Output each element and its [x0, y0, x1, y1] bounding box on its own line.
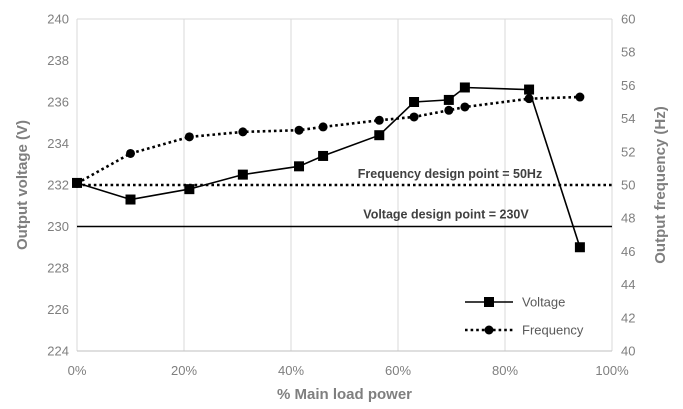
frequency-marker [318, 122, 328, 132]
legend-frequency-label: Frequency [522, 323, 584, 338]
reference-lines [77, 183, 612, 228]
y-tick-label: 240 [47, 12, 69, 27]
voltage-design-point-label: Voltage design point = 230V [363, 208, 529, 222]
y-tick-label: 238 [47, 53, 69, 68]
y2-tick-label: 42 [621, 310, 635, 325]
grid [183, 19, 506, 351]
x-axis-title: % Main load power [277, 386, 412, 403]
legend-frequency-marker [484, 325, 494, 335]
voltage-series-line [76, 86, 581, 248]
voltage-marker [524, 84, 535, 95]
voltage-marker [374, 130, 385, 141]
x-tick-label: 60% [385, 363, 411, 378]
legend-voltage-label: Voltage [522, 295, 565, 310]
frequency-marker [72, 178, 82, 188]
y-tick-label: 234 [47, 136, 69, 151]
y-tick-label: 226 [47, 302, 69, 317]
y2-tick-label: 44 [621, 277, 635, 292]
frequency-design-point-label: Frequency design point = 50Hz [358, 167, 542, 181]
voltage-marker [318, 150, 329, 161]
y2-tick-label: 52 [621, 144, 635, 159]
x-tick-label: 20% [171, 363, 197, 378]
y2-tick-label: 48 [621, 211, 635, 226]
y2-axis-title: Output frequency (Hz) [652, 106, 669, 264]
y-tick-label: 230 [47, 219, 69, 234]
frequency-marker [575, 92, 585, 102]
voltage-marker [294, 161, 305, 172]
tick-labels: 0% 20% 40% 60% 80% 100% 224 226 228 230 232 234 236 2… [47, 12, 635, 379]
x-tick-label: 0% [68, 363, 87, 378]
frequency-marker [184, 132, 194, 142]
y2-tick-label: 60 [621, 12, 635, 27]
x-tick-label: 100% [595, 363, 629, 378]
y-axis-title: Output voltage (V) [14, 120, 31, 250]
x-tick-label: 80% [492, 363, 518, 378]
voltage-marker [443, 94, 454, 105]
frequency-marker [294, 125, 304, 135]
voltage-marker [409, 97, 420, 107]
frequency-marker [444, 105, 454, 115]
y2-tick-label: 58 [621, 45, 635, 60]
legend-voltage-marker [484, 297, 494, 307]
voltage-marker [459, 82, 470, 93]
y2-tick-label: 40 [621, 344, 635, 359]
voltage-marker [237, 169, 248, 180]
voltage-marker [574, 242, 585, 253]
voltage-marker [184, 184, 195, 195]
y-tick-label: 236 [47, 95, 69, 110]
frequency-marker [460, 102, 470, 112]
voltage-marker [125, 194, 136, 205]
frequency-marker [238, 127, 248, 137]
y-tick-label: 232 [47, 178, 69, 193]
legend-swatches [465, 297, 513, 335]
frequency-marker [126, 148, 135, 158]
frequency-series-line [76, 95, 580, 185]
y2-tick-label: 50 [621, 178, 635, 193]
legend: Voltage Frequency [465, 295, 584, 338]
y-tick-label: 224 [47, 344, 69, 359]
y2-tick-label: 54 [621, 111, 635, 126]
frequency-marker [409, 112, 419, 122]
x-tick-label: 40% [278, 363, 304, 378]
y2-tick-label: 46 [621, 244, 635, 259]
y-tick-label: 228 [47, 261, 69, 276]
series [72, 82, 585, 253]
frequency-marker [374, 115, 384, 125]
y2-tick-label: 56 [621, 78, 635, 93]
frequency-marker [524, 94, 534, 104]
